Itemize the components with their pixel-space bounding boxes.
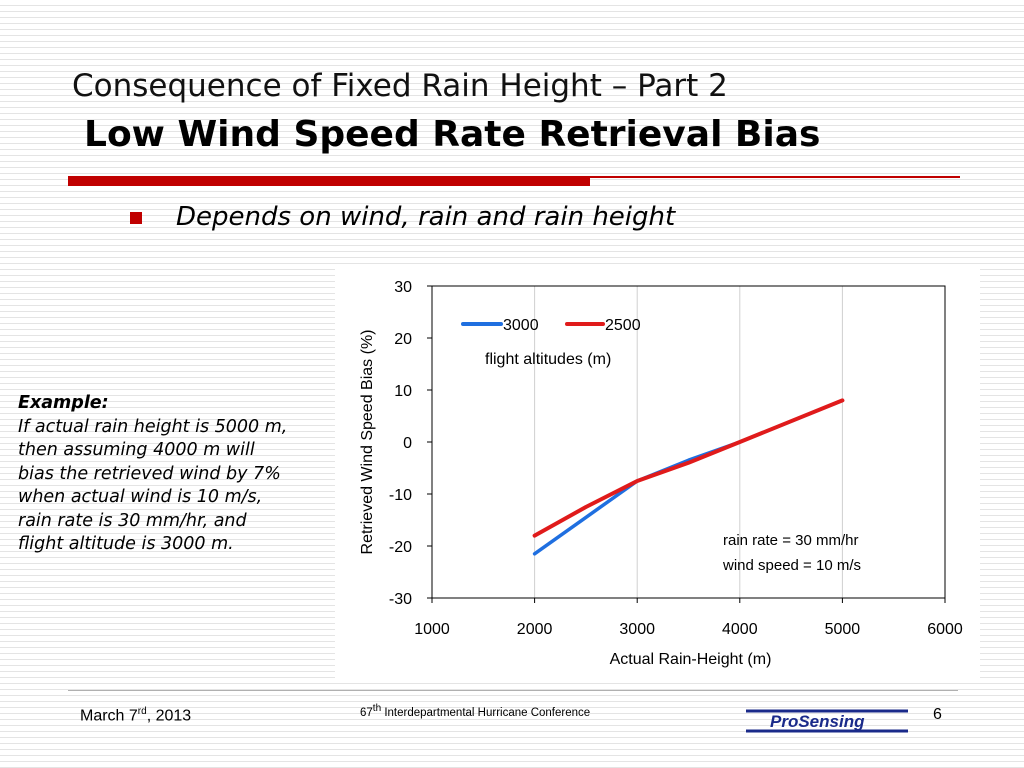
footer-conf-text: Interdepartmental Hurricane Conference — [381, 706, 591, 719]
bullet-square-icon — [130, 212, 142, 224]
y-tick-label--10: -10 — [389, 487, 412, 504]
logo-text: ProSensing — [770, 712, 865, 731]
y-tick-label--20: -20 — [389, 539, 412, 556]
y-tick-label-20: 20 — [394, 331, 412, 348]
annotation-line-1: rain rate = 30 mm/hr — [723, 532, 858, 549]
grid-layer — [534, 286, 843, 598]
series-line-3000 — [532, 398, 845, 556]
title-underline-thick — [68, 176, 590, 186]
chart-panel: 1000 2000 3000 4000 5000 6000 -30 -20 -10 0 10 20 30… — [335, 268, 980, 680]
example-title: Example: — [18, 393, 109, 413]
footer-date: March 7rd, 2013 — [80, 706, 191, 725]
footer-conf-sup: th — [372, 703, 382, 714]
example-body: If actual rain height is 5000 m, then as… — [18, 416, 288, 555]
title-underline-thin — [590, 176, 960, 178]
legend-subtitle: flight altitudes (m) — [485, 351, 611, 368]
bias-chart: 1000 2000 3000 4000 5000 6000 -30 -20 -10 0 10 20 30… — [359, 279, 963, 668]
slide-title-line2: Low Wind Speed Rate Retrieval Bias — [84, 114, 821, 155]
x-axis-title: Actual Rain-Height (m) — [610, 651, 772, 668]
y-tick-label-30: 30 — [394, 279, 412, 296]
series-line-2500 — [532, 398, 845, 538]
bullet-text: Depends on wind, rain and rain height — [176, 202, 676, 232]
prosensing-logo: ProSensing — [746, 709, 908, 733]
x-tick-label-6000: 6000 — [927, 621, 963, 638]
x-tick-label-4000: 4000 — [722, 621, 758, 638]
footer-date-prefix: March 7 — [80, 707, 138, 725]
slide-title-line1: Consequence of Fixed Rain Height – Part … — [72, 68, 728, 104]
series-layer — [532, 398, 845, 556]
page-number: 6 — [933, 706, 942, 723]
annotation-line-2: wind speed = 10 m/s — [722, 557, 861, 574]
axis-layer — [427, 285, 946, 603]
x-tick-label-3000: 3000 — [619, 621, 655, 638]
legend-label-2500: 2500 — [605, 317, 641, 334]
label-layer: 1000 2000 3000 4000 5000 6000 -30 -20 -10 0 10 20 30… — [359, 279, 963, 668]
example-box: Example: If actual rain height is 5000 m… — [18, 392, 338, 557]
footer-date-suffix: , 2013 — [146, 707, 192, 725]
footer-divider — [68, 690, 958, 691]
footer-date-sup: rd — [137, 706, 147, 717]
y-tick-label--30: -30 — [389, 591, 412, 608]
footer-conf-num: 67 — [360, 706, 373, 719]
legend-label-3000: 3000 — [503, 317, 539, 334]
y-tick-label-0: 0 — [403, 435, 412, 452]
x-tick-label-2000: 2000 — [517, 621, 553, 638]
y-tick-label-10: 10 — [394, 383, 412, 400]
x-tick-label-5000: 5000 — [825, 621, 861, 638]
y-axis-title: Retrieved Wind Speed Bias (%) — [359, 330, 376, 555]
footer-conference: 67th Interdepartmental Hurricane Confere… — [360, 703, 590, 719]
x-tick-label-1000: 1000 — [414, 621, 450, 638]
